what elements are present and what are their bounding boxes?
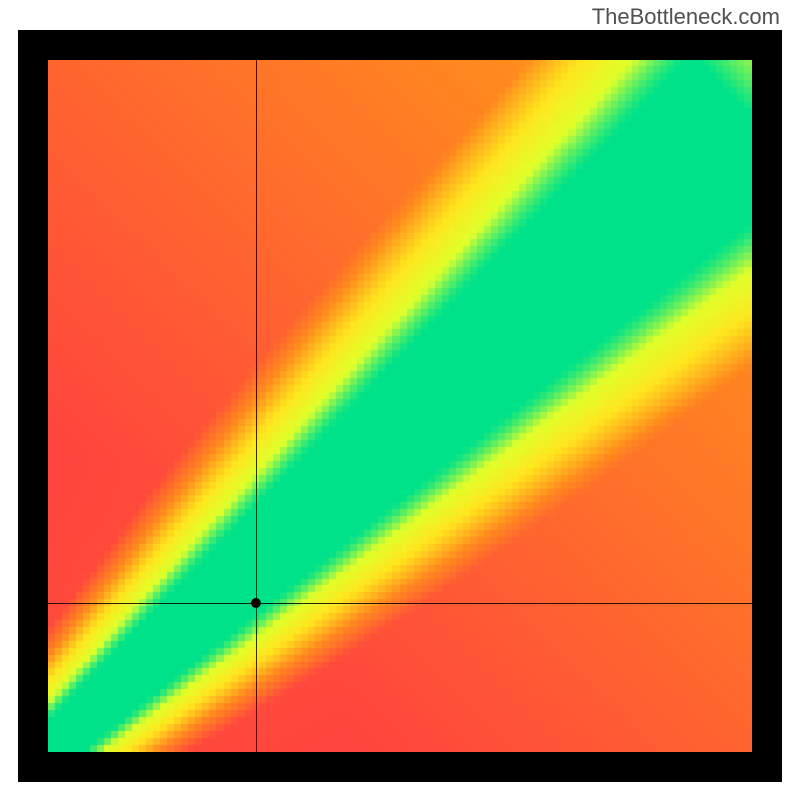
marker-dot: [251, 598, 261, 608]
crosshair-vertical: [256, 60, 257, 752]
watermark-text: TheBottleneck.com: [592, 4, 780, 30]
crosshair-horizontal: [48, 603, 752, 604]
heatmap-canvas: [48, 60, 752, 752]
plot-area: [48, 60, 752, 752]
plot-frame: [18, 30, 782, 782]
chart-container: TheBottleneck.com: [0, 0, 800, 800]
